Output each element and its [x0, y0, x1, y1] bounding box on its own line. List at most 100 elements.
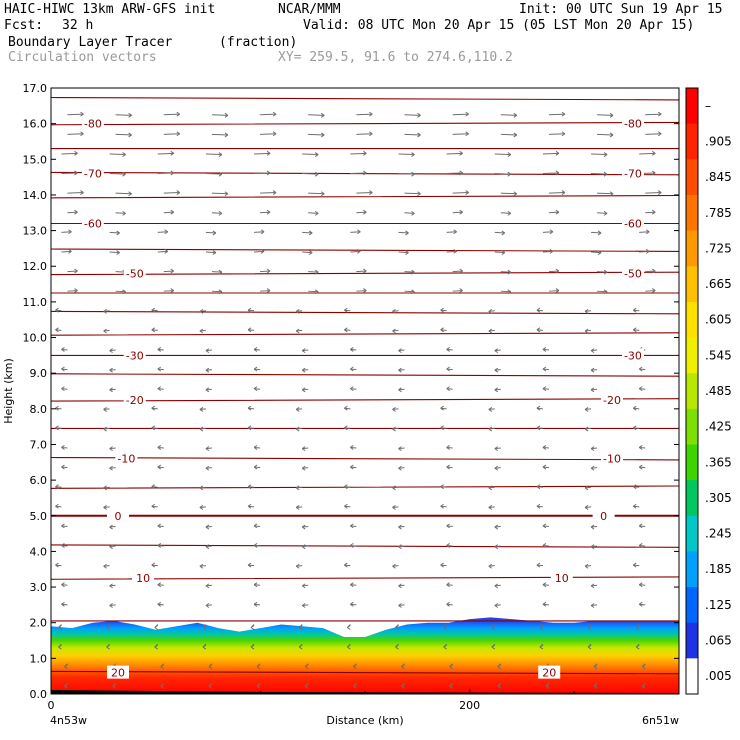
vector-arrowhead [55, 327, 59, 333]
vector-arrowhead [536, 307, 541, 313]
vector-arrowhead [632, 503, 637, 509]
vector-arrowhead [369, 131, 373, 137]
vector-arrowhead [392, 407, 396, 412]
vector-arrowhead [208, 683, 213, 689]
vector-arrowhead [597, 230, 602, 236]
vector-arrowhead [350, 346, 354, 352]
circulation-vector [639, 250, 650, 253]
circulation-vector [61, 152, 78, 155]
colorbar-label: .905 [705, 134, 732, 148]
vector-arrowhead [250, 625, 255, 630]
vector-arrowhead [199, 328, 204, 334]
vector-arrowhead [202, 625, 207, 630]
vector-arrowhead [199, 407, 204, 412]
vector-arrowhead [488, 563, 493, 569]
colorbar-label: .005 [705, 669, 732, 683]
vector-arrowhead [488, 328, 493, 334]
circulation-vector [645, 270, 656, 273]
vector-arrowhead [657, 190, 662, 195]
y-tick-label: 16.0 [23, 118, 48, 131]
circulation-vector [211, 212, 222, 214]
circulation-vector [350, 172, 367, 175]
vector-arrowhead [638, 386, 643, 392]
vector-arrowhead [106, 625, 110, 630]
circulation-vector [109, 231, 120, 234]
vector-arrowhead [542, 366, 547, 372]
circulation-vector [211, 271, 222, 273]
circulation-vector [260, 290, 271, 292]
circulation-vector [452, 192, 469, 194]
circulation-vector [645, 133, 662, 135]
vector-arrowhead [398, 367, 402, 373]
colorbar-swatch [686, 230, 698, 267]
vector-arrowhead [61, 386, 65, 392]
vector-arrowhead [164, 229, 169, 235]
colorbar-swatch [686, 194, 698, 232]
vector-arrowhead [250, 644, 255, 650]
vector-arrowhead [224, 132, 229, 138]
vector-arrowhead [488, 485, 493, 491]
vector-arrowhead [401, 683, 405, 689]
vector-arrowhead [465, 111, 469, 117]
circulation-vector [350, 231, 361, 233]
circulation-vector [404, 114, 421, 116]
vector-arrowhead [350, 464, 354, 470]
circulation-vector [404, 192, 421, 195]
circulation-vector [211, 114, 228, 116]
vector-arrowhead [205, 367, 210, 373]
contour-line [50, 171, 680, 176]
y-tick-label: 14.0 [23, 189, 48, 202]
colorbar-label: .545 [705, 348, 732, 362]
vector-arrowhead [344, 503, 348, 509]
vector-arrowhead [55, 503, 59, 509]
vector-arrowhead [651, 150, 656, 156]
vector-arrowhead [555, 288, 560, 294]
vector-arrowhead [218, 171, 223, 177]
vector-arrowhead [157, 346, 162, 352]
y-tick-label: 2.0 [30, 617, 48, 630]
contour-label-bg [550, 571, 573, 585]
valid-time: Valid: 08 UTC Mon 20 Apr 15 (05 LST Mon … [303, 18, 695, 33]
vector-arrowhead [446, 543, 450, 548]
vector-arrowhead [539, 625, 544, 630]
colorbar-label: – [705, 99, 711, 113]
circulation-vector [597, 290, 608, 293]
vector-arrowhead [80, 111, 84, 117]
vector-arrowhead [295, 505, 300, 510]
vector-arrowhead [151, 405, 156, 411]
y-tick-label: 1.0 [30, 652, 48, 665]
vector-arrowhead [74, 209, 78, 215]
vector-arrowhead [590, 387, 595, 393]
circulation-vector [639, 231, 650, 233]
vector-arrowhead [491, 625, 496, 630]
vector-arrowhead [160, 683, 165, 689]
vector-arrowhead [212, 230, 217, 236]
contour-label: -60 [624, 217, 642, 230]
y-tick-label: 8.0 [30, 403, 48, 416]
contour-label: -70 [84, 168, 102, 181]
terrain [51, 690, 679, 694]
vector-arrowhead [103, 426, 107, 432]
vector-arrowhead [350, 366, 354, 372]
vector-arrowhead [301, 348, 306, 354]
vector-arrowhead [80, 131, 84, 137]
circulation-vector [597, 271, 608, 273]
vector-arrowhead [301, 446, 306, 452]
vector-arrowhead [398, 446, 402, 452]
vector-arrowhead [344, 307, 348, 313]
vector-arrowhead [314, 171, 319, 177]
vector-arrowhead [253, 366, 258, 372]
vector-arrowhead [320, 191, 325, 197]
vector-arrowhead [116, 230, 120, 236]
circulation-vector [398, 153, 415, 156]
vector-arrowhead [398, 348, 402, 354]
vector-arrowhead [157, 601, 162, 607]
vector-arrowhead [411, 289, 415, 295]
vector-arrowhead [587, 644, 592, 650]
circulation-vector [109, 251, 120, 254]
vector-arrowhead [651, 288, 656, 294]
circulation-vector [548, 290, 559, 292]
vector-arrowhead [253, 543, 258, 548]
vector-arrowhead [205, 583, 210, 589]
contour-label: 0 [600, 510, 607, 523]
